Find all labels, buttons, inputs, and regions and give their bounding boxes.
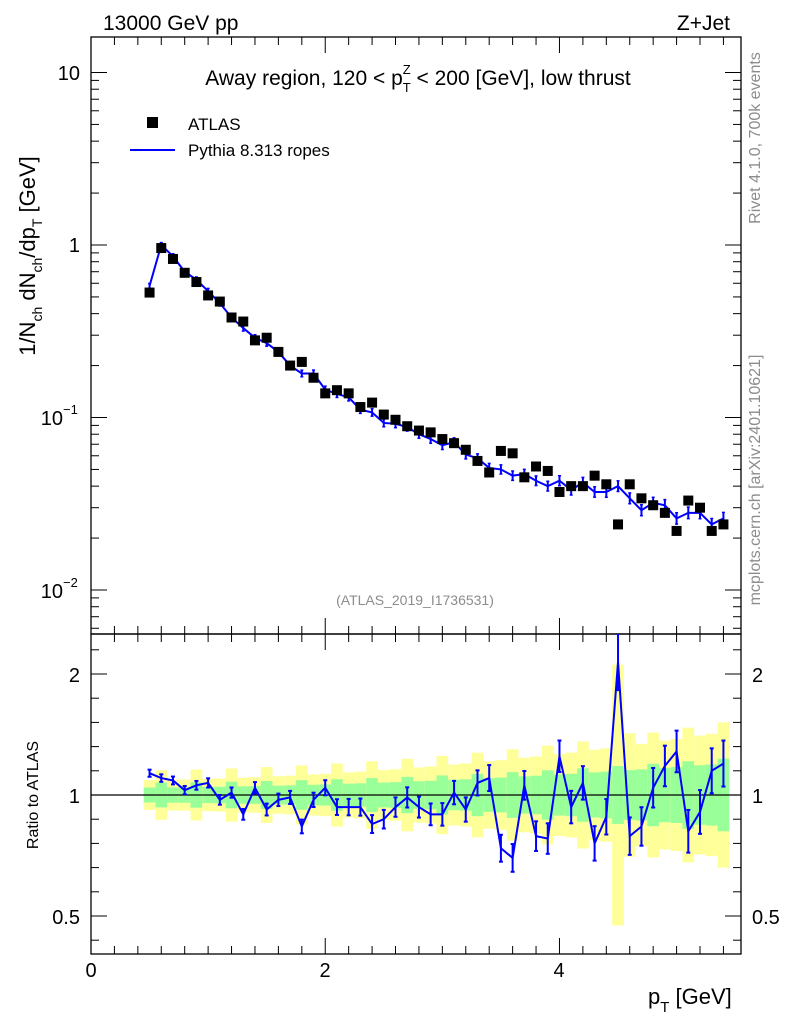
atlas-point xyxy=(589,470,600,481)
atlas-point xyxy=(343,388,354,399)
atlas-point xyxy=(402,421,413,432)
atlas-point xyxy=(367,397,378,408)
atlas-point xyxy=(238,316,249,327)
atlas-point xyxy=(718,519,729,530)
y-tick-0.01-base: 10 xyxy=(41,581,63,603)
atlas-point xyxy=(577,481,588,492)
ratio-data-layer xyxy=(147,634,726,873)
y-tick-1: 1 xyxy=(69,235,80,257)
atlas-point xyxy=(695,502,706,513)
atlas-point xyxy=(507,448,518,459)
atlas-point xyxy=(249,335,260,346)
atlas-point xyxy=(624,479,635,490)
ratio-tick-0.5: 0.5 xyxy=(52,907,80,929)
ratio-tick-1-right: 1 xyxy=(752,786,763,808)
atlas-point xyxy=(261,332,272,343)
ratio-plot-frame xyxy=(90,633,742,955)
atlas-point xyxy=(531,461,542,472)
axis-ticks xyxy=(90,37,741,954)
ratio-tick-0.5-right: 0.5 xyxy=(752,907,780,929)
atlas-point xyxy=(472,455,483,466)
atlas-point xyxy=(308,372,319,383)
legend-atlas-marker xyxy=(147,117,158,128)
atlas-point xyxy=(460,444,471,455)
analysis-label: (ATLAS_2019_I1736531) xyxy=(336,592,494,608)
svg-text:Away region, 120 < pZT < 200 [: Away region, 120 < pZ T < 200 [GeV], low … xyxy=(205,62,631,95)
atlas-point xyxy=(683,495,694,506)
atlas-point xyxy=(167,253,178,264)
ratio-tick-2: 2 xyxy=(69,665,80,687)
atlas-point xyxy=(355,402,366,413)
ratio-tick-2-right: 2 xyxy=(752,665,763,687)
atlas-point xyxy=(671,525,682,536)
atlas-point xyxy=(296,356,307,367)
atlas-point xyxy=(437,434,448,445)
x-tick-4: 4 xyxy=(553,960,564,982)
svg-text:1/Nch dNch/dpT [GeV]: 1/Nch dNch/dpT [GeV] xyxy=(15,156,45,356)
svg-text:pT [GeV]: pT [GeV] xyxy=(648,984,732,1016)
y-tick-0.1-base: 10 xyxy=(41,408,63,430)
atlas-point xyxy=(542,465,553,476)
atlas-point xyxy=(273,346,284,357)
atlas-point xyxy=(425,427,436,438)
atlas-point xyxy=(320,388,331,399)
atlas-point xyxy=(495,445,506,456)
pythia-line xyxy=(148,243,724,526)
atlas-point xyxy=(191,277,202,288)
rivet-label: Rivet 4.1.0, 700k events xyxy=(747,52,764,224)
atlas-point xyxy=(285,360,296,371)
y-tick-0.01-exp: −2 xyxy=(63,575,78,590)
atlas-point xyxy=(519,472,530,483)
y-tick-10: 10 xyxy=(58,63,80,85)
atlas-point xyxy=(203,290,214,301)
atlas-point xyxy=(659,507,670,518)
x-axis-label: pT [GeV] xyxy=(648,984,732,1016)
x-tick-0: 0 xyxy=(85,960,96,982)
collision-label: 13000 GeV pp xyxy=(103,12,238,35)
atlas-point xyxy=(378,409,389,420)
mcplots-label: mcplots.cern.ch [arXiv:2401.10621] xyxy=(747,355,764,606)
atlas-point xyxy=(214,296,225,307)
legend-pythia-label: Pythia 8.313 ropes xyxy=(188,141,330,160)
atlas-point xyxy=(390,414,401,425)
ratio-axis-label: Ratio to ATLAS xyxy=(25,741,42,849)
atlas-point xyxy=(554,486,565,497)
ratio-tick-1: 1 xyxy=(69,786,80,808)
atlas-point xyxy=(484,467,495,478)
atlas-point xyxy=(648,500,659,511)
atlas-point xyxy=(331,385,342,396)
main-data-layer xyxy=(144,241,729,536)
atlas-point xyxy=(706,525,717,536)
atlas-point xyxy=(613,519,624,530)
atlas-point xyxy=(601,479,612,490)
atlas-point xyxy=(179,267,190,278)
y-axis-label: 1/Nch dNch/dpT [GeV] xyxy=(15,156,45,356)
atlas-point xyxy=(636,493,647,504)
atlas-point xyxy=(226,312,237,323)
legend-atlas-label: ATLAS xyxy=(188,115,241,134)
plot-title: Away region, 120 < pZ T < 200 [GeV], low … xyxy=(205,62,631,95)
atlas-point xyxy=(156,243,167,254)
atlas-point xyxy=(566,481,577,492)
process-label: Z+Jet xyxy=(677,12,730,35)
y-tick-0.1-exp: −1 xyxy=(63,402,78,417)
atlas-point xyxy=(413,425,424,436)
atlas-point xyxy=(144,287,155,298)
atlas-point xyxy=(449,438,460,449)
x-tick-2: 2 xyxy=(319,960,330,982)
